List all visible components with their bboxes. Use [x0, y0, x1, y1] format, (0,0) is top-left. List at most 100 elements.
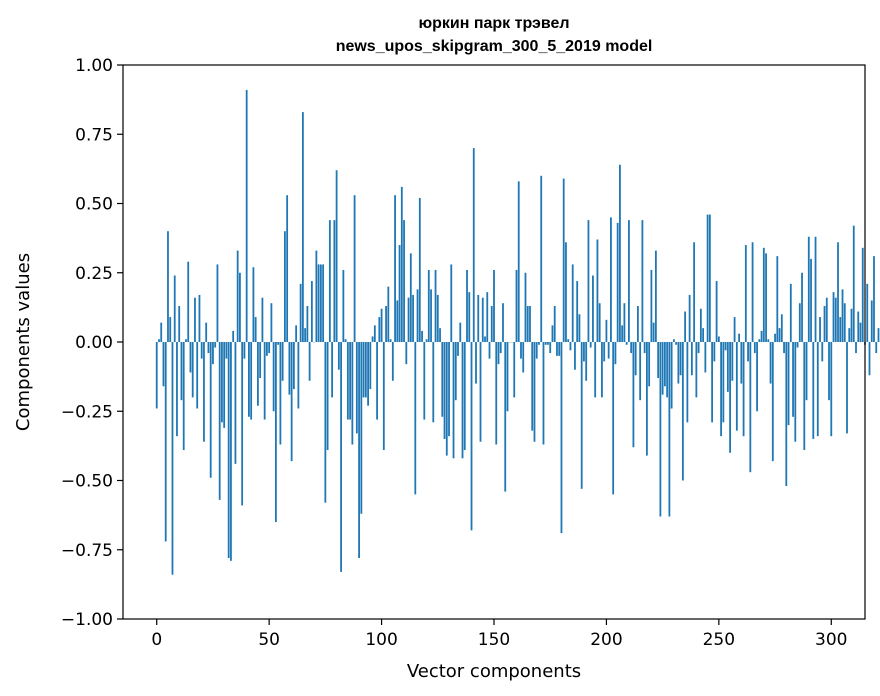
bar: [266, 342, 268, 356]
bar: [221, 342, 223, 423]
bar: [551, 325, 554, 342]
bar: [490, 305, 493, 342]
bar: [212, 342, 214, 365]
bar: [340, 342, 342, 572]
bar: [812, 342, 815, 439]
y-axis: 1.00 0.75 0.50 0.25 0.00 −0.25 −0.50 −0.75 −1.00: [61, 56, 123, 630]
bar: [203, 342, 205, 442]
bar: [753, 342, 756, 354]
bar: [180, 342, 183, 401]
bar: [699, 308, 702, 342]
bar: [205, 322, 208, 342]
bar: [389, 339, 392, 342]
bar: [722, 342, 725, 423]
bar: [358, 342, 360, 559]
bar: [540, 175, 543, 342]
bar: [794, 342, 797, 442]
bar: [443, 342, 446, 439]
bar: [650, 269, 653, 342]
bar: [819, 317, 821, 342]
bar: [326, 342, 329, 451]
bar: [488, 342, 491, 359]
bar: [425, 339, 428, 342]
bar: [654, 250, 657, 342]
bar: [715, 281, 718, 342]
bar: [270, 303, 273, 342]
bar: [677, 342, 680, 384]
bar: [720, 342, 722, 437]
bar: [558, 342, 561, 356]
bar: [385, 305, 387, 342]
bar: [731, 342, 734, 381]
bar: [724, 342, 727, 351]
bar: [780, 314, 783, 342]
bar: [349, 342, 351, 420]
bar: [531, 342, 534, 431]
bar: [290, 342, 293, 462]
bar: [630, 342, 633, 354]
bar: [248, 342, 250, 417]
bar: [859, 322, 862, 342]
bar: [245, 89, 248, 343]
bar: [870, 300, 873, 342]
bar: [807, 236, 810, 342]
bar: [639, 342, 642, 401]
bar: [169, 317, 172, 342]
bar: [603, 342, 606, 362]
y-tick-label: −0.25: [61, 402, 113, 422]
bar: [765, 253, 767, 342]
bar: [679, 342, 682, 376]
bar: [452, 342, 455, 459]
bar: [454, 342, 457, 401]
bar: [252, 267, 255, 342]
bar: [207, 342, 210, 354]
bar: [328, 220, 331, 342]
bar: [335, 170, 338, 342]
bar: [589, 342, 592, 348]
bar: [717, 336, 720, 342]
bar: [607, 342, 610, 359]
bar: [198, 294, 201, 342]
y-tick-label: −0.75: [61, 541, 113, 561]
bar: [801, 272, 803, 342]
bar: [695, 342, 698, 398]
bar: [587, 220, 590, 342]
bar: [663, 342, 666, 387]
bar: [672, 339, 675, 342]
bar: [866, 283, 869, 342]
bar: [846, 342, 848, 434]
bar: [295, 325, 298, 342]
bar: [628, 220, 630, 342]
bar: [400, 186, 403, 342]
bar: [601, 342, 603, 398]
bar: [578, 314, 581, 342]
bar: [261, 297, 264, 342]
bar: [625, 342, 628, 345]
bar: [506, 342, 509, 412]
bar: [702, 328, 705, 342]
bar: [162, 342, 165, 387]
bar: [301, 112, 304, 342]
bar: [574, 342, 576, 370]
bar: [396, 300, 399, 342]
bar: [432, 342, 435, 423]
bar: [526, 305, 529, 342]
bar: [517, 181, 520, 342]
bar: [405, 342, 408, 365]
y-tick-label: 1.00: [75, 56, 113, 76]
bar: [706, 214, 709, 342]
bar: [634, 342, 637, 376]
bar: [652, 322, 655, 342]
bar: [513, 342, 516, 398]
bar: [227, 342, 230, 559]
bar: [353, 195, 356, 342]
bar: [472, 148, 475, 342]
x-tick-label: 300: [815, 630, 847, 650]
bar: [569, 342, 572, 351]
bar: [666, 342, 669, 398]
bar: [250, 342, 253, 420]
bar: [868, 342, 871, 376]
bar: [216, 264, 219, 342]
x-axis-label: Vector components: [407, 661, 581, 682]
bar: [821, 342, 824, 362]
